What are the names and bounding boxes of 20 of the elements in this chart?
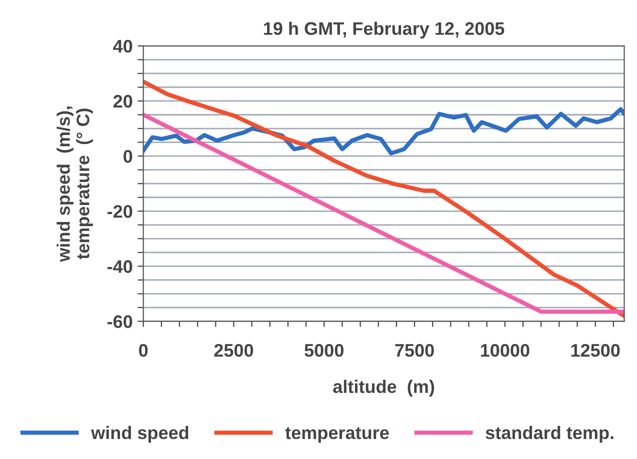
- y-tick-label: -40: [108, 260, 132, 273]
- x-tick-label: 10000: [480, 344, 530, 357]
- legend-label: temperature: [285, 427, 389, 443]
- y-tick-label: 20: [113, 94, 132, 108]
- y-tick-label: -60: [108, 315, 132, 328]
- y-tick-label: 0: [124, 150, 132, 163]
- legend-label: wind speed: [91, 426, 188, 443]
- line-series: [143, 80, 624, 318]
- x-tick-label: 5000: [304, 344, 344, 357]
- x-tick-label: 0: [139, 344, 148, 357]
- x-tick-label: 12500: [571, 344, 620, 357]
- legend-label: standard temp.: [486, 426, 614, 443]
- line-series: [143, 107, 624, 156]
- x-tick-label: 7500: [395, 344, 434, 357]
- x-tick-label: 2500: [214, 344, 254, 357]
- x-axis-title: altitude (m): [333, 380, 434, 397]
- y-axis-title: wind speed (m/s), temperature (° C): [56, 106, 93, 262]
- y-tick-label: 40: [113, 40, 132, 53]
- y-tick-label: -20: [108, 205, 132, 218]
- chart-title: 19 h GMT, February 12, 2005: [264, 22, 504, 39]
